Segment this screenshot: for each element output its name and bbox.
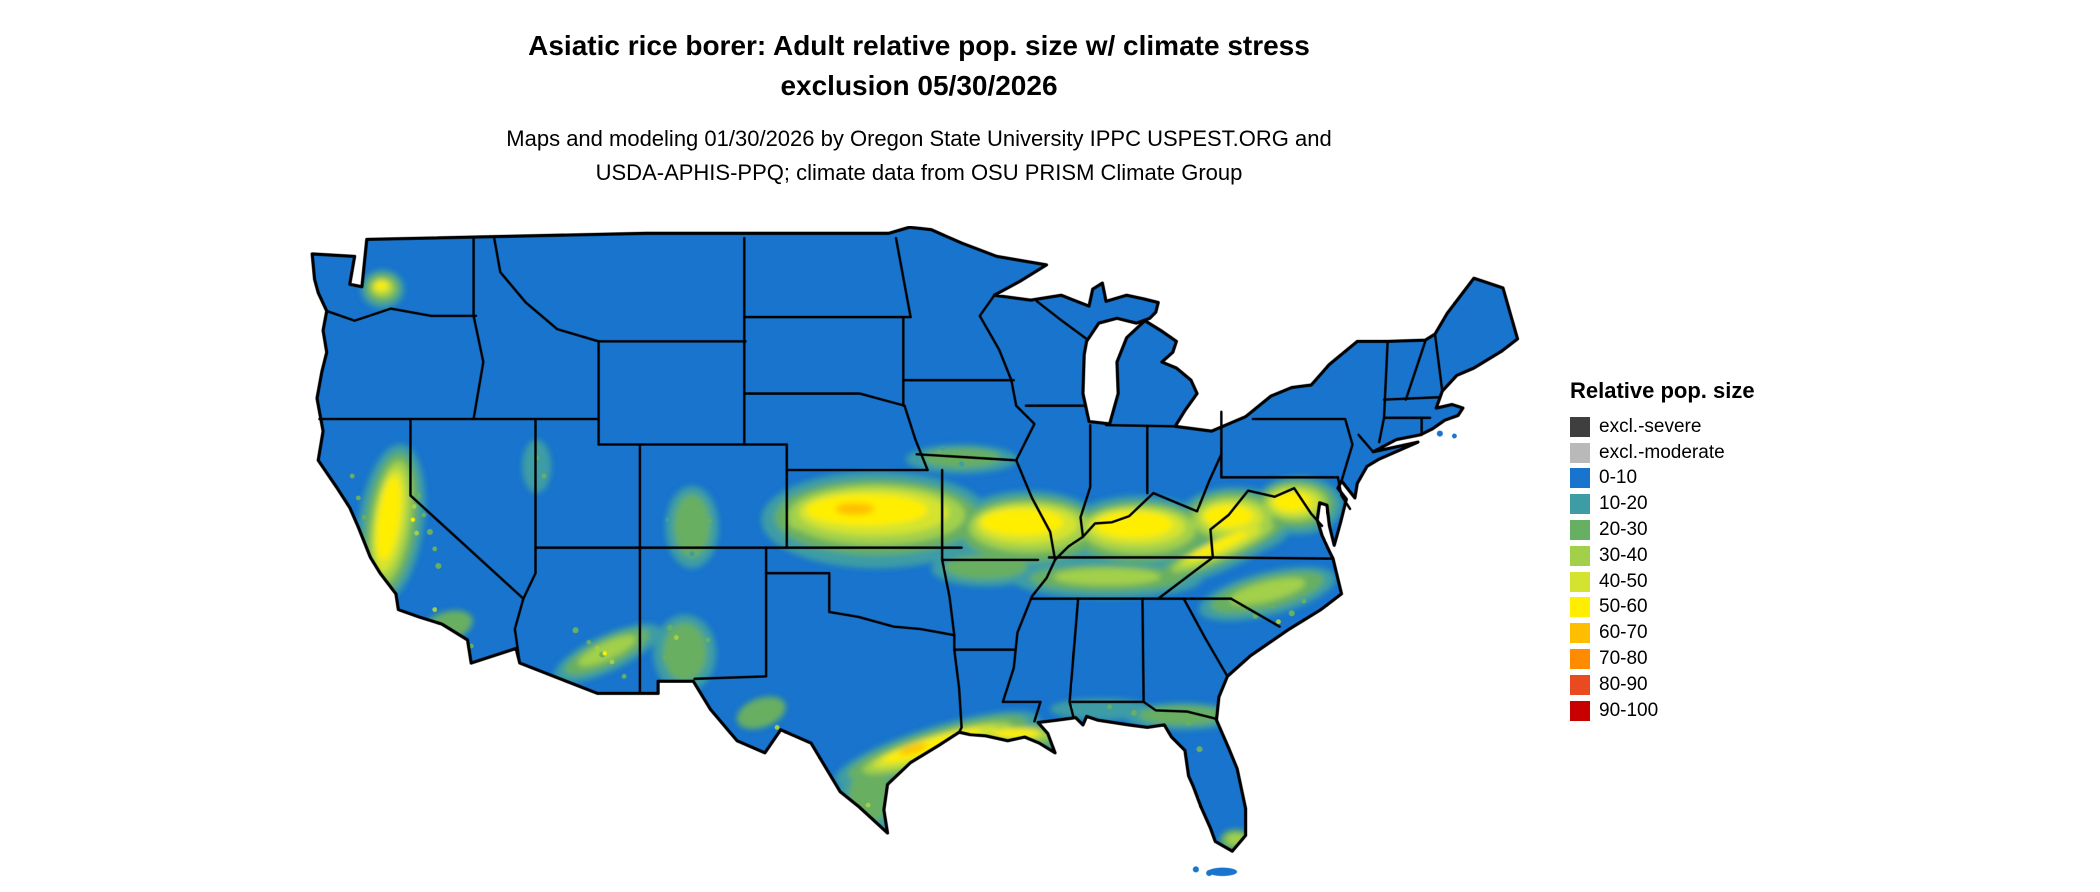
map-title-line2: exclusion 05/30/2026 [780, 70, 1058, 101]
legend-swatch [1570, 416, 1590, 437]
map-title-line1: Asiatic rice borer: Adult relative pop. … [528, 30, 1310, 61]
map-title: Asiatic rice borer: Adult relative pop. … [309, 26, 1529, 106]
map-legend: Relative pop. size excl.-severe excl.-mo… [1570, 378, 1755, 724]
legend-item-label: 20-30 [1599, 519, 1648, 541]
us-map [310, 226, 1520, 877]
legend-item-label: 10-20 [1599, 493, 1648, 515]
offshore-islands [1192, 430, 1457, 877]
map-subtitle-line1: Maps and modeling 01/30/2026 by Oregon S… [506, 126, 1332, 151]
legend-item: 0-10 [1570, 466, 1755, 492]
legend-item: 60-70 [1570, 620, 1755, 646]
legend-item: 40-50 [1570, 569, 1755, 595]
legend-swatch [1570, 494, 1590, 515]
legend-swatch [1570, 545, 1590, 566]
legend-item: excl.-moderate [1570, 440, 1755, 466]
legend-swatch [1570, 700, 1590, 721]
legend-swatch [1570, 597, 1590, 618]
legend-title: Relative pop. size [1570, 378, 1755, 403]
legend-item-label: 40-50 [1599, 570, 1648, 592]
legend-item: 90-100 [1570, 698, 1755, 724]
legend-item: 30-40 [1570, 543, 1755, 569]
legend-item-label: excl.-moderate [1599, 441, 1725, 463]
legend-swatch [1570, 442, 1590, 463]
legend-item: excl.-severe [1570, 414, 1755, 440]
legend-item-label: 90-100 [1599, 699, 1659, 721]
legend-item-label: 50-60 [1599, 596, 1648, 618]
legend-items: excl.-severe excl.-moderate 0-10 10-20 2… [1570, 414, 1755, 724]
legend-swatch [1570, 571, 1590, 592]
legend-item: 70-80 [1570, 646, 1755, 672]
legend-item-label: 80-90 [1599, 673, 1648, 695]
legend-item: 80-90 [1570, 672, 1755, 698]
legend-item-label: excl.-severe [1599, 415, 1702, 437]
map-subtitle-line2: USDA-APHIS-PPQ; climate data from OSU PR… [595, 160, 1243, 185]
legend-item-label: 0-10 [1599, 467, 1638, 489]
state-borders [318, 236, 1444, 734]
speckle-dots [349, 445, 1307, 826]
legend-swatch [1570, 674, 1590, 695]
legend-item-label: 70-80 [1599, 648, 1648, 670]
legend-item: 50-60 [1570, 595, 1755, 621]
legend-item: 10-20 [1570, 491, 1755, 517]
legend-item-label: 60-70 [1599, 622, 1648, 644]
legend-swatch [1570, 468, 1590, 489]
legend-swatch [1570, 520, 1590, 541]
map-subtitle: Maps and modeling 01/30/2026 by Oregon S… [309, 122, 1529, 190]
population-overlay [349, 269, 1343, 852]
legend-item-label: 30-40 [1599, 544, 1648, 566]
legend-swatch [1570, 623, 1590, 644]
legend-item: 20-30 [1570, 517, 1755, 543]
legend-swatch [1570, 649, 1590, 670]
